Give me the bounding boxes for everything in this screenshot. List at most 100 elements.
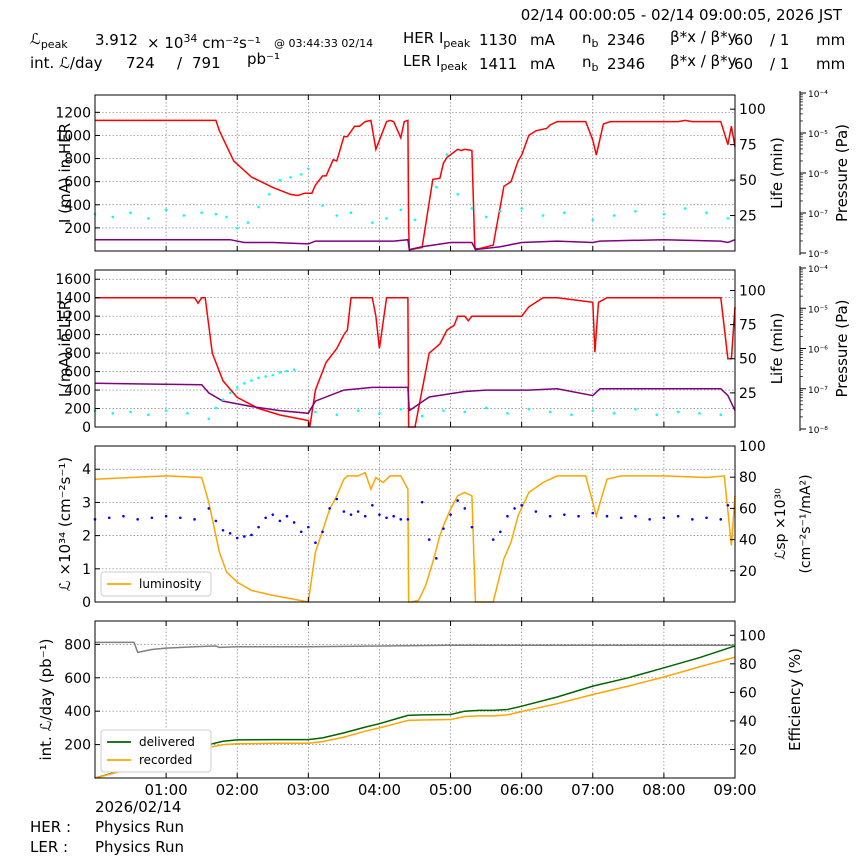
specific_lumi-point [278,519,282,523]
panel-frame [94,445,736,603]
pressure-point [705,211,708,215]
legend-label-delivered: delivered [139,735,195,749]
pressure-tick-label: 10⁻⁶ [808,170,828,180]
y-tick-label: 200 [64,402,91,418]
pressure-point [289,175,292,179]
y2-axis-label: Efficiency (%) [786,648,804,751]
beta-ler-y: / 1 [770,55,790,73]
specific_lumi-point [257,525,260,529]
specific_lumi-point [378,513,381,516]
y-tick-label: 600 [64,671,91,687]
pressure-point [147,217,150,220]
pressure-point [164,409,168,412]
pressure-point [591,409,595,412]
pressure-point [499,209,502,213]
x-tick-label: 05:00 [429,781,472,799]
pressure-point [164,208,168,212]
legend-label-luminosity: luminosity [139,577,201,591]
y-tick-label: 2 [82,529,91,545]
y2-tick-label: 25 [739,209,757,225]
panel-frame [94,620,736,779]
nb-ler-label: nb [582,53,599,75]
specific_lumi-point [250,533,253,537]
recorded-line [94,656,736,779]
specific_lumi-point [363,514,367,518]
y-tick-label: 800 [64,152,91,168]
specific_lumi-point [691,518,694,521]
x-tick-label: 03:00 [287,781,330,799]
pressure-point [655,413,659,417]
pressure-point [186,412,189,415]
specific_lumi-point [122,514,125,518]
pressure-point [299,173,303,176]
pressure-point [278,371,282,374]
pressure-tick-label: 10⁻⁴ [808,90,828,100]
specific_lumi-point [499,530,502,534]
pressure-point [612,214,616,217]
specific_lumi-point [548,514,552,518]
y-tick-label: 1000 [55,128,91,144]
y2-tick-label: 100 [739,283,766,299]
footer-ler-mode: Physics Run [95,838,185,856]
pressure-point [541,214,545,217]
pressure-axis-label: Pressure (Pa) [833,124,851,222]
specific_lumi-point [264,516,267,520]
pressure-points [93,153,730,230]
specific_lumi-point [307,525,310,529]
specific_lumi-point [193,518,196,521]
specific_lumi-point [285,514,289,518]
pressure-tick-label: 10⁻⁷ [808,210,828,220]
y2-tick-label: 40 [739,533,757,549]
y2-axis-label-units: (cm⁻²s⁻¹/mA²) [798,474,814,573]
pressure-point [321,204,324,207]
pressure-tick-label: 10⁻⁸ [808,426,828,436]
specific_lumi-point [328,507,331,510]
specific_lumi-point [719,518,723,521]
pressure-point [371,221,374,224]
y-tick-label: 1400 [55,291,91,307]
pressure-point [683,207,687,210]
pressure-point [228,391,232,395]
pressure-point [235,386,239,389]
specific_lumi-point [335,497,339,501]
legend-label-recorded: recorded [139,753,192,767]
y-tick-label: 1200 [55,309,91,325]
pressure-point [221,398,225,401]
pressure-point [399,407,403,411]
y-tick-label: 0 [82,420,91,436]
specific_lumi-point [228,532,232,535]
specific_lumi-point [271,513,275,516]
beta-her-label: β*x / β*y [670,28,737,46]
pressure-point [413,218,417,222]
specific_lumi-point [385,516,388,520]
pressure-point [719,413,723,417]
specific_lumi-point [491,538,495,541]
x-tick-label: 08:00 [642,781,685,799]
x-tick-label: 02:00 [216,781,259,799]
specific_lumi-point [356,510,360,513]
specific_lumi-point [520,503,523,507]
efficiency-line [95,641,735,654]
specific_lumi-point [662,516,666,520]
pressure-point [385,217,388,220]
y2-axis-label: Life (min) [768,313,786,385]
y2-tick-label: 20 [739,742,757,758]
y-tick-label: 1 [82,562,91,578]
specific_lumi-point [299,530,303,534]
legend-box [100,729,212,773]
y-tick-label: 1000 [55,328,91,344]
specific_lumi-point [463,507,467,510]
pressure-point [129,211,132,215]
y-tick-label: 400 [64,198,91,214]
nb-ler-value: 2346 [607,55,646,73]
y2-tick-label: 20 [739,564,757,580]
pressure-point [470,207,474,210]
her-ipeak-value: 1130 [479,31,518,49]
pressure-tick-label: 10⁻⁶ [808,346,828,356]
specific_lumi-point [442,527,445,530]
pressure-point [548,410,552,414]
pressure-point [463,410,467,414]
specific_lumi-point [243,535,246,538]
x-tick-label: 01:00 [144,781,187,799]
pressure-point [527,407,531,411]
